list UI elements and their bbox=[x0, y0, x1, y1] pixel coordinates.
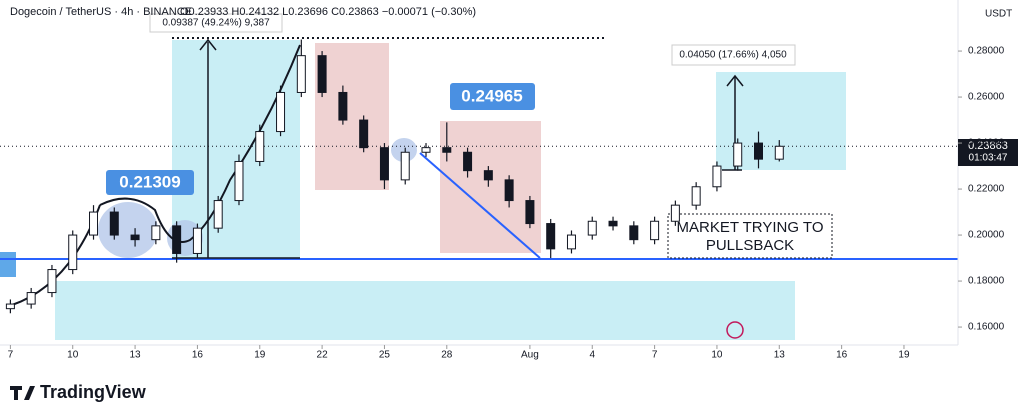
measure-box bbox=[149, 13, 283, 33]
annotation: 0.09387 (49.24%) 9,387 bbox=[162, 18, 270, 29]
candle-body bbox=[296, 55, 306, 93]
logo-mark bbox=[10, 386, 35, 400]
measure-box bbox=[671, 44, 796, 66]
x-tick-label: Aug bbox=[521, 350, 539, 361]
y-tick-label: 0.28000 bbox=[968, 46, 1005, 57]
note-box bbox=[667, 213, 833, 259]
circle-mark bbox=[98, 202, 158, 258]
logo: TradingView bbox=[10, 382, 147, 402]
annotation: 0.21309 bbox=[119, 172, 180, 191]
candle-body bbox=[276, 91, 286, 133]
brand: TradingView bbox=[40, 382, 147, 402]
candle-body bbox=[5, 303, 15, 310]
x-tick-label: 4 bbox=[589, 350, 595, 361]
price-tag bbox=[958, 139, 1018, 166]
candle-body bbox=[213, 200, 223, 229]
candle-body bbox=[400, 151, 410, 181]
zone-box bbox=[55, 281, 795, 340]
candle-body bbox=[192, 227, 202, 254]
y-tick-label: 0.22000 bbox=[968, 184, 1005, 195]
candle-body bbox=[525, 200, 535, 225]
candle-body bbox=[442, 147, 452, 153]
candle-body bbox=[712, 165, 722, 188]
candle-body bbox=[359, 119, 369, 149]
y-tick-label: 0.24000 bbox=[968, 138, 1005, 149]
chart-title: Dogecoin / TetherUS · 4h · BINANCE bbox=[10, 6, 192, 18]
x-tick-label: 19 bbox=[898, 350, 910, 361]
candle-body bbox=[670, 204, 680, 222]
candle-body bbox=[89, 211, 99, 236]
drop-box bbox=[315, 43, 389, 190]
candles bbox=[0, 39, 958, 314]
candle-body bbox=[483, 170, 493, 181]
y-tick-label: 0.26000 bbox=[968, 92, 1005, 103]
y-tick-label: 0.18000 bbox=[968, 276, 1005, 287]
candle-body bbox=[109, 211, 119, 236]
annotation: 0.24965 bbox=[461, 86, 522, 105]
range-box bbox=[172, 40, 300, 258]
x-tick-label: 16 bbox=[192, 350, 204, 361]
candle-body bbox=[546, 223, 556, 250]
event-icon bbox=[726, 321, 744, 339]
candle-body bbox=[26, 292, 36, 305]
last-price: 0.23863 bbox=[968, 140, 1008, 152]
x-tick-label: 7 bbox=[8, 350, 14, 361]
candle-body bbox=[421, 147, 431, 153]
candle-body bbox=[566, 234, 576, 250]
x-tick-label: 10 bbox=[711, 350, 723, 361]
x-tick-label: 25 bbox=[379, 350, 391, 361]
annotation: 0.04050 (17.66%) 4,050 bbox=[679, 50, 787, 61]
trend-line bbox=[419, 152, 541, 259]
price-label-box bbox=[106, 170, 194, 195]
x-tick-label: 19 bbox=[254, 350, 266, 361]
zone-box bbox=[0, 252, 16, 277]
drop-box bbox=[440, 121, 541, 253]
arrow-head bbox=[726, 74, 744, 87]
candle-body bbox=[151, 225, 161, 241]
y-tick-label: 0.20000 bbox=[968, 230, 1005, 241]
countdown: 01:03:47 bbox=[969, 153, 1008, 164]
candle-body bbox=[234, 160, 244, 202]
annotation: MARKET TRYING TO bbox=[677, 219, 824, 236]
circle-mark bbox=[391, 138, 417, 162]
candle-body bbox=[317, 55, 327, 93]
x-tick-label: 16 bbox=[836, 350, 848, 361]
candle-body bbox=[754, 142, 764, 160]
candle-body bbox=[379, 147, 389, 181]
candle-body bbox=[733, 142, 743, 167]
candle-body bbox=[47, 269, 57, 294]
candle-body bbox=[587, 220, 597, 236]
x-tick-label: 10 bbox=[67, 350, 79, 361]
x-tick-label: 28 bbox=[441, 350, 453, 361]
price-label-box bbox=[450, 83, 535, 110]
ohlc-text: O0.23933 H0.24132 L0.23696 C0.23863 −0.0… bbox=[180, 6, 476, 18]
candle-body bbox=[130, 234, 140, 241]
candle-body bbox=[172, 225, 182, 254]
candle-body bbox=[463, 151, 473, 172]
annotation: PULLSBACK bbox=[706, 237, 794, 254]
annotations bbox=[0, 13, 958, 340]
candle-body bbox=[691, 186, 701, 206]
x-tick-label: 13 bbox=[130, 350, 142, 361]
candle-body bbox=[774, 145, 784, 160]
candle-body bbox=[338, 91, 348, 121]
candle-body bbox=[504, 179, 514, 202]
candle-body bbox=[68, 234, 78, 271]
y-tick-label: 0.16000 bbox=[968, 322, 1005, 333]
candle-body bbox=[255, 131, 265, 162]
x-tick-label: 7 bbox=[652, 350, 658, 361]
x-tick-label: 22 bbox=[317, 350, 329, 361]
candle-body bbox=[629, 225, 639, 241]
candle-body bbox=[650, 220, 660, 241]
candle-body bbox=[608, 220, 618, 227]
arrow-head bbox=[199, 38, 217, 51]
x-tick-label: 13 bbox=[774, 350, 786, 361]
currency: USDT bbox=[985, 9, 1012, 20]
